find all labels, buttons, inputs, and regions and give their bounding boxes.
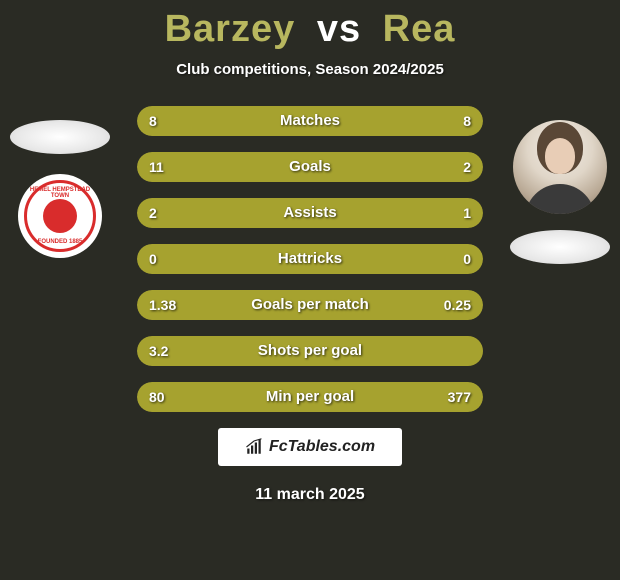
stat-value-right: 1 [463,198,471,228]
title-block: Barzey vs Rea Club competitions, Season … [0,0,620,78]
stat-label: Min per goal [137,382,483,412]
player2-column [510,120,610,264]
stat-row: 1.38Goals per match0.25 [137,290,483,320]
stat-row: 2Assists1 [137,198,483,228]
brand-badge: FcTables.com [218,428,402,466]
player1-name: Barzey [165,8,296,50]
stat-label: Goals per match [137,290,483,320]
club-logo-center-icon [43,199,77,233]
stat-label: Goals [137,152,483,182]
stat-label: Shots per goal [137,336,483,366]
stat-row: 3.2Shots per goal [137,336,483,366]
stat-value-right: 0.25 [444,290,471,320]
stat-label: Hattricks [137,244,483,274]
brand-text: FcTables.com [269,438,375,456]
stat-row: 80Min per goal377 [137,382,483,412]
player1-club-logo: HEMEL HEMPSTEAD TOWN FOUNDED 1885 [18,174,102,258]
player1-column: HEMEL HEMPSTEAD TOWN FOUNDED 1885 [10,120,110,258]
player2-club-logo-placeholder [510,230,610,264]
date-label: 11 march 2025 [0,486,620,504]
stat-row: 8Matches8 [137,106,483,136]
stat-label: Assists [137,198,483,228]
stat-label: Matches [137,106,483,136]
stat-value-right: 2 [463,152,471,182]
vs-label: vs [317,8,361,50]
club-logo-ring: HEMEL HEMPSTEAD TOWN FOUNDED 1885 [24,180,96,252]
stat-value-right: 377 [448,382,471,412]
player1-avatar-placeholder [10,120,110,154]
stat-value-right: 0 [463,244,471,274]
comparison-title: Barzey vs Rea [0,8,620,51]
club-logo-bottom-text: FOUNDED 1885 [27,239,93,245]
player2-name: Rea [383,8,456,50]
stat-value-right: 8 [463,106,471,136]
stat-row: 0Hattricks0 [137,244,483,274]
club-logo-top-text: HEMEL HEMPSTEAD TOWN [27,187,93,199]
subtitle: Club competitions, Season 2024/2025 [0,61,620,78]
stats-container: 8Matches811Goals22Assists10Hattricks01.3… [137,106,483,412]
chart-icon [245,438,263,456]
player2-avatar [513,120,607,214]
stat-row: 11Goals2 [137,152,483,182]
